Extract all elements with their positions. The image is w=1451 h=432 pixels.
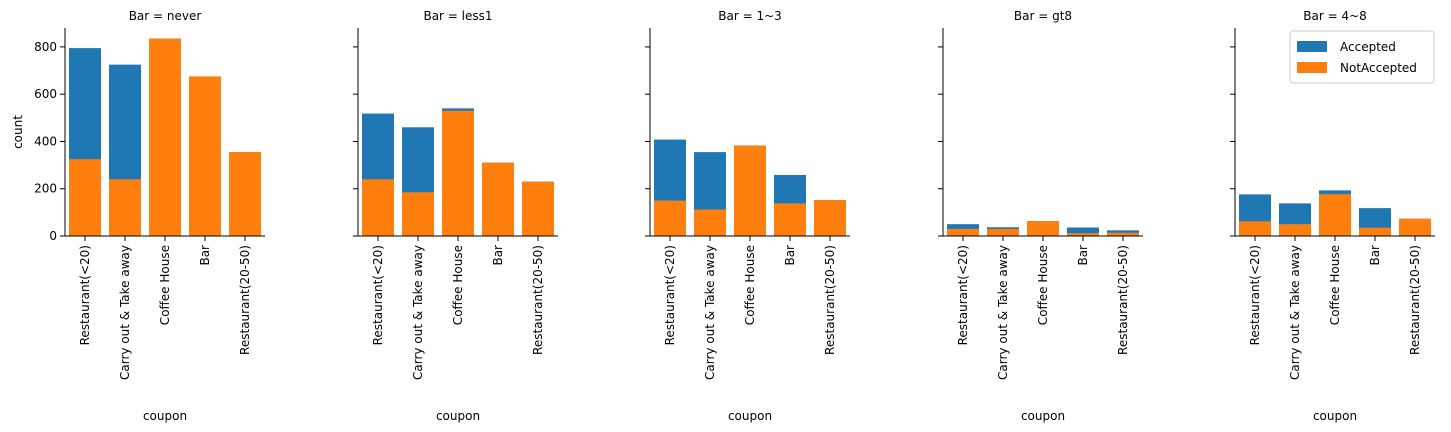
bar-notaccepted [1067, 233, 1099, 236]
legend-swatch-accepted [1297, 41, 1327, 52]
x-tick-label: Restaurant(<20) [1248, 245, 1262, 345]
x-tick-label: Coffee House [158, 245, 172, 325]
bar-notaccepted [402, 192, 434, 236]
x-tick-label: Restaurant(<20) [78, 245, 92, 345]
bar-notaccepted [734, 145, 766, 236]
x-tick-label: Bar [491, 245, 505, 266]
bar-notaccepted [1239, 221, 1271, 236]
x-axis-label: coupon [436, 409, 480, 423]
facet-panel: Bar = less1 Restaurant(<20) Carry out & Ta… [353, 9, 558, 423]
x-tick-label: Bar [198, 245, 212, 266]
bar-accepted [1067, 227, 1099, 236]
x-tick-label: Carry out & Take away [411, 245, 425, 380]
panel-title: Bar = less1 [423, 9, 492, 23]
x-tick-label: Coffee House [451, 245, 465, 325]
x-tick-label: Carry out & Take away [996, 245, 1010, 380]
bar-notaccepted [362, 179, 394, 236]
legend-label-notaccepted: NotAccepted [1340, 61, 1417, 75]
legend-label-accepted: Accepted [1340, 40, 1396, 54]
bar-notaccepted [482, 162, 514, 236]
bar-notaccepted [522, 181, 554, 236]
x-tick-label: Carry out & Take away [1288, 245, 1302, 380]
x-tick-label: Restaurant(<20) [956, 245, 970, 345]
legend-frame [1289, 30, 1435, 84]
facet-panel: Bar = never 0 200 400 600 800 Restaurant(<20) C… [34, 9, 265, 423]
x-axis-label: coupon [728, 409, 772, 423]
panel-title: Bar = never [129, 9, 202, 23]
x-tick-label: Carry out & Take away [118, 245, 132, 380]
bar-notaccepted [774, 203, 806, 236]
y-axis-label: count [11, 115, 25, 149]
bar-notaccepted [69, 159, 101, 236]
x-tick-label: Coffee House [1036, 245, 1050, 325]
x-tick-label: Coffee House [743, 245, 757, 325]
bar-notaccepted [442, 110, 474, 236]
bar-notaccepted [149, 38, 181, 236]
bar-notaccepted [109, 179, 141, 236]
bar-notaccepted [694, 209, 726, 236]
bar-notaccepted [814, 200, 846, 236]
y-tick-label: 0 [49, 229, 57, 243]
x-tick-label: Restaurant(20-50) [1116, 245, 1130, 355]
y-tick-label: 800 [34, 40, 57, 54]
x-axis-label: coupon [143, 409, 187, 423]
panel-title: Bar = gt8 [1014, 9, 1072, 23]
bar-notaccepted [229, 152, 261, 236]
x-tick-label: Carry out & Take away [703, 245, 717, 380]
x-tick-label: Restaurant(20-50) [238, 245, 252, 355]
x-axis-label: coupon [1021, 409, 1065, 423]
x-tick-label: Restaurant(20-50) [1408, 245, 1422, 355]
bar-notaccepted [1279, 224, 1311, 236]
legend-swatch-notaccepted [1297, 62, 1327, 73]
panel-title: Bar = 1~3 [718, 9, 782, 23]
x-tick-label: Restaurant(20-50) [531, 245, 545, 355]
bar-notaccepted [1027, 221, 1059, 236]
y-tick-label: 600 [34, 87, 57, 101]
facet-panel: Bar = gt8 Restaurant(<20) Carry out & Take… [938, 9, 1143, 423]
bar-notaccepted [654, 200, 686, 236]
x-tick-label: Bar [1368, 245, 1382, 266]
legend: Accepted NotAccepted [1289, 30, 1435, 84]
bar-notaccepted [1359, 227, 1391, 236]
bar-notaccepted [947, 228, 979, 236]
bar-notaccepted [1319, 194, 1351, 236]
bar-notaccepted [1399, 218, 1431, 236]
y-tick-label: 200 [34, 182, 57, 196]
x-tick-label: Bar [1076, 245, 1090, 266]
x-tick-label: Restaurant(<20) [663, 245, 677, 345]
facet-panel: Bar = 4~8 Restaurant(<20) Carry out & Take… [1230, 9, 1435, 423]
bar-notaccepted [1107, 232, 1139, 236]
x-tick-label: Bar [783, 245, 797, 266]
x-axis-label: coupon [1313, 409, 1357, 423]
bar-notaccepted [987, 228, 1019, 236]
x-tick-label: Coffee House [1328, 245, 1342, 325]
bar-notaccepted [189, 76, 221, 236]
y-tick-label: 400 [34, 134, 57, 148]
x-tick-label: Restaurant(20-50) [823, 245, 837, 355]
x-tick-label: Restaurant(<20) [371, 245, 385, 345]
panel-title: Bar = 4~8 [1303, 9, 1367, 23]
facet-panel: Bar = 1~3 Restaurant(<20) Carry out & Take… [645, 9, 850, 423]
